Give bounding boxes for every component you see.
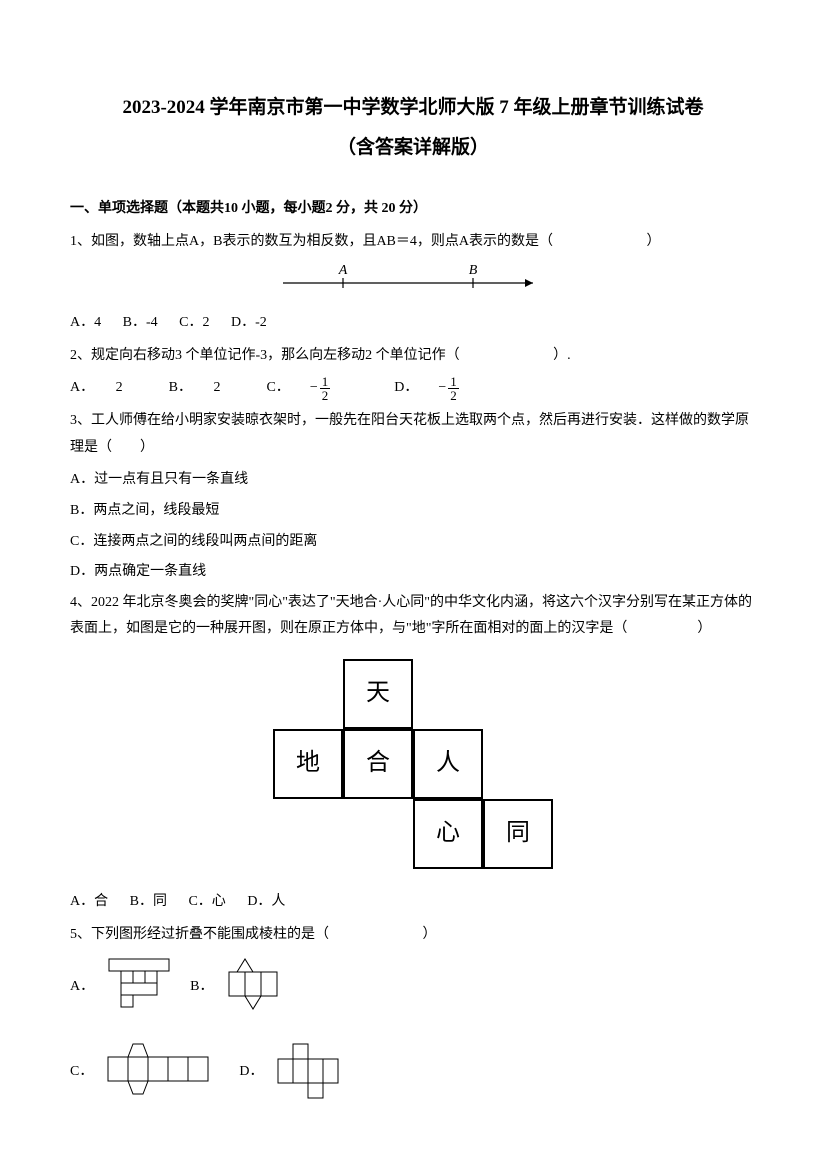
q5-net-d — [273, 1039, 373, 1120]
q5-opt-c-label: C． — [70, 1059, 93, 1086]
q1-figure: A B — [70, 261, 756, 306]
cell-he: 合 — [343, 729, 413, 799]
q5-text-pre: 5、下列图形经过折叠不能围成棱柱的是（ — [70, 927, 329, 942]
q5-net-a — [104, 954, 174, 1025]
q2-opt-a: A． 2 — [70, 375, 141, 402]
q3-opt-a: A．过一点有且只有一条直线 — [70, 467, 756, 494]
question-4: 4、2022 年北京冬奥会的奖牌"同心"表达了"天地合·人心同"的中华文化内涵，… — [70, 590, 756, 643]
q5-text-post: ） — [423, 927, 437, 942]
q5-opt-a-label: A． — [70, 974, 94, 1001]
page-subtitle: （含答案详解版） — [70, 130, 756, 166]
q5-row1: A． B． — [70, 954, 756, 1025]
q1-opt-b: B．-4 — [123, 315, 158, 330]
q3-opt-d: D．两点确定一条直线 — [70, 559, 756, 586]
question-3: 3、工人师傅在给小明家安装晾衣架时，一般先在阳台天花板上选取两个点，然后再进行安… — [70, 408, 756, 461]
cell-ren: 人 — [413, 729, 483, 799]
q4-figure: 天 地 合 人 心 同 — [70, 659, 756, 869]
question-5: 5、下列图形经过折叠不能围成棱柱的是（ ） — [70, 922, 756, 949]
q5-row2: C． D． — [70, 1039, 756, 1120]
cell-tong: 同 — [483, 799, 553, 869]
q4-opt-b: B．同 — [130, 894, 167, 909]
q3-options: A．过一点有且只有一条直线 B．两点之间，线段最短 C．连接两点之间的线段叫两点… — [70, 467, 756, 585]
q1-opt-d: D．-2 — [231, 315, 267, 330]
cell-xin: 心 — [413, 799, 483, 869]
number-line-svg: A B — [273, 261, 553, 295]
q1-text-post: ） — [647, 234, 661, 249]
q5-net-b — [223, 954, 313, 1025]
q2-opt-c: C． − 1 2 — [266, 375, 366, 402]
q2-opt-d: D． − 1 2 — [394, 375, 495, 402]
q2-opt-b: B． 2 — [169, 375, 239, 402]
q1-options: A．4 B．-4 C．2 D．-2 — [70, 310, 756, 337]
q2-text-pre: 2、规定向右移动3 个单位记作-3，那么向左移动2 个单位记作（ — [70, 348, 460, 363]
question-2: 2、规定向右移动3 个单位记作-3，那么向左移动2 个单位记作（ ）. — [70, 343, 756, 370]
page-title: 2023-2024 学年南京市第一中学数学北师大版 7 年级上册章节训练试卷 — [70, 90, 756, 126]
q4-opt-a: A．合 — [70, 894, 108, 909]
label-A: A — [338, 263, 348, 278]
q4-options: A．合 B．同 C．心 D．人 — [70, 889, 756, 916]
q1-opt-c: C．2 — [179, 315, 209, 330]
q5-net-c — [103, 1039, 223, 1120]
q4-opt-c: C．心 — [188, 894, 225, 909]
q5-opt-d-label: D． — [239, 1059, 263, 1086]
label-B: B — [469, 263, 478, 278]
q1-text-pre: 1、如图，数轴上点A，B表示的数互为相反数，且AB＝4，则点A表示的数是（ — [70, 234, 553, 249]
cell-di: 地 — [273, 729, 343, 799]
cell-tian: 天 — [343, 659, 413, 729]
section-heading: 一、单项选择题（本题共10 小题，每小题2 分，共 20 分） — [70, 196, 756, 223]
q2-text-post: ）. — [553, 348, 571, 363]
q4-opt-d: D．人 — [247, 894, 285, 909]
q1-opt-a: A．4 — [70, 315, 101, 330]
question-1: 1、如图，数轴上点A，B表示的数互为相反数，且AB＝4，则点A表示的数是（ ） — [70, 229, 756, 256]
q3-opt-b: B．两点之间，线段最短 — [70, 498, 756, 525]
q2-options: A． 2 B． 2 C． − 1 2 D． − 1 2 — [70, 375, 756, 402]
q3-opt-c: C．连接两点之间的线段叫两点间的距离 — [70, 529, 756, 556]
q5-opt-b-label: B． — [190, 974, 213, 1001]
